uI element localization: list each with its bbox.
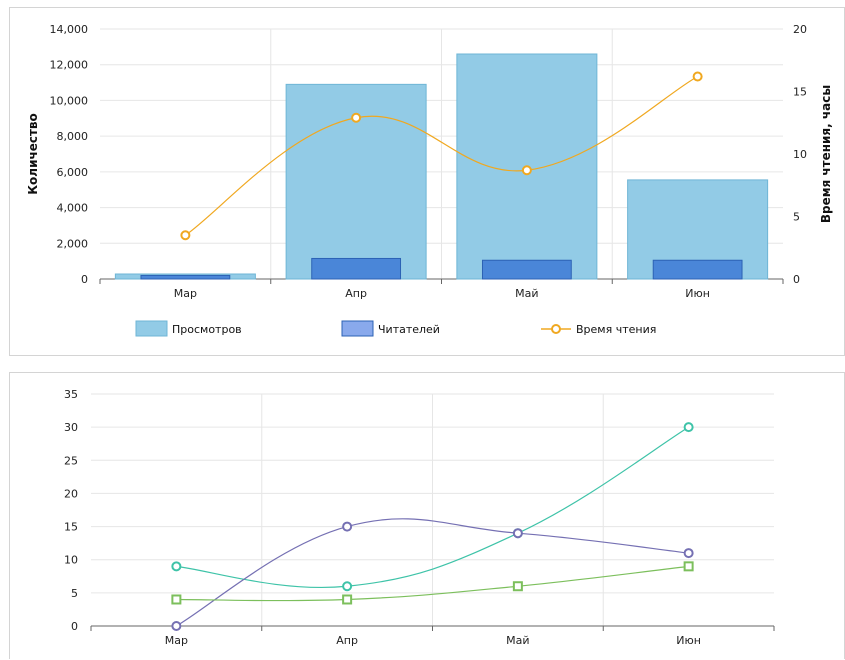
line-point-series-3: [683, 561, 694, 572]
x-tick-label: Мар: [165, 634, 188, 647]
y-tick-label: 2,000: [57, 237, 89, 250]
line-point-series-1: [342, 581, 353, 592]
y-tick-label: 0: [71, 620, 78, 633]
y-tick-label: 30: [64, 421, 78, 434]
line-point-series-2: [683, 548, 694, 559]
x-tick-label: Июн: [676, 634, 701, 647]
legend-label-chitateley: Читателей: [378, 323, 440, 336]
y-tick-label: 14,000: [50, 23, 89, 36]
bar-chitateley: [481, 259, 572, 280]
legend-swatch-prosmotrov: [135, 320, 168, 337]
y2-tick-label: 0: [793, 273, 800, 286]
line-point-vremya-chteniya: [521, 165, 532, 176]
legend-swatch-chitateley: [341, 320, 374, 337]
y-tick-label: 8,000: [57, 130, 89, 143]
legend-label-vremya-chteniya: Время чтения: [576, 323, 656, 336]
x-tick-label: Мар: [174, 287, 197, 300]
y-tick-label: 20: [64, 487, 78, 500]
line-point-series-1: [171, 561, 182, 572]
y-tick-label: 0: [81, 273, 88, 286]
line-point-series-3: [342, 594, 353, 605]
bar-chitateley: [311, 257, 402, 280]
x-tick-label: Май: [515, 287, 538, 300]
line-vremya-chteniya: [185, 75, 698, 236]
line-series-1: [176, 426, 689, 589]
y2-tick-label: 10: [793, 148, 807, 161]
y-tick-label: 6,000: [57, 166, 89, 179]
line-series-2: [176, 518, 689, 627]
x-tick-label: Апр: [336, 634, 358, 647]
y2-axis-title: Время чтения, часы: [819, 85, 833, 223]
y-axis-title: Количество: [26, 113, 40, 195]
x-tick-label: Апр: [345, 287, 367, 300]
y-tick-label: 4,000: [57, 202, 89, 215]
y2-tick-label: 5: [793, 211, 800, 224]
line-point-series-2: [512, 528, 523, 539]
line-series-3: [176, 565, 689, 602]
y-tick-label: 15: [64, 521, 78, 534]
y2-tick-label: 20: [793, 23, 807, 36]
line-point-series-1: [683, 422, 694, 433]
y-tick-label: 12,000: [50, 59, 89, 72]
y2-tick-label: 15: [793, 86, 807, 99]
bottom-line-chart: 0 5 10 15 20 25 30 35 Мар Апр Май Июн: [64, 388, 775, 647]
bar-chitateley: [652, 259, 743, 280]
line-point-series-2: [342, 521, 353, 532]
y-tick-label: 10,000: [50, 94, 89, 107]
line-point-vremya-chteniya: [180, 230, 191, 241]
line-point-series-2: [171, 621, 182, 631]
y-tick-label: 10: [64, 554, 78, 567]
top-chart-panel: 0 2,000 4,000 6,000 8,000 10,000 12,000 14,000 0…: [9, 7, 845, 356]
legend-label-prosmotrov: Просмотров: [172, 323, 242, 336]
x-tick-label: Май: [506, 634, 529, 647]
bar-chitateley: [140, 274, 231, 280]
top-combo-chart: 0 2,000 4,000 6,000 8,000 10,000 12,000 14,000 0…: [26, 23, 833, 337]
line-point-vremya-chteniya: [692, 71, 703, 82]
line-point-series-3: [171, 594, 182, 605]
line-point-vremya-chteniya: [351, 112, 362, 123]
y-tick-label: 35: [64, 388, 78, 401]
bottom-chart-panel: 0 5 10 15 20 25 30 35 Мар Апр Май Июн: [9, 372, 845, 659]
legend-marker-vremya-chteniya: [551, 324, 561, 334]
line-point-series-3: [512, 581, 523, 592]
x-tick-label: Июн: [685, 287, 710, 300]
y-tick-label: 25: [64, 454, 78, 467]
y-tick-label: 5: [71, 587, 78, 600]
